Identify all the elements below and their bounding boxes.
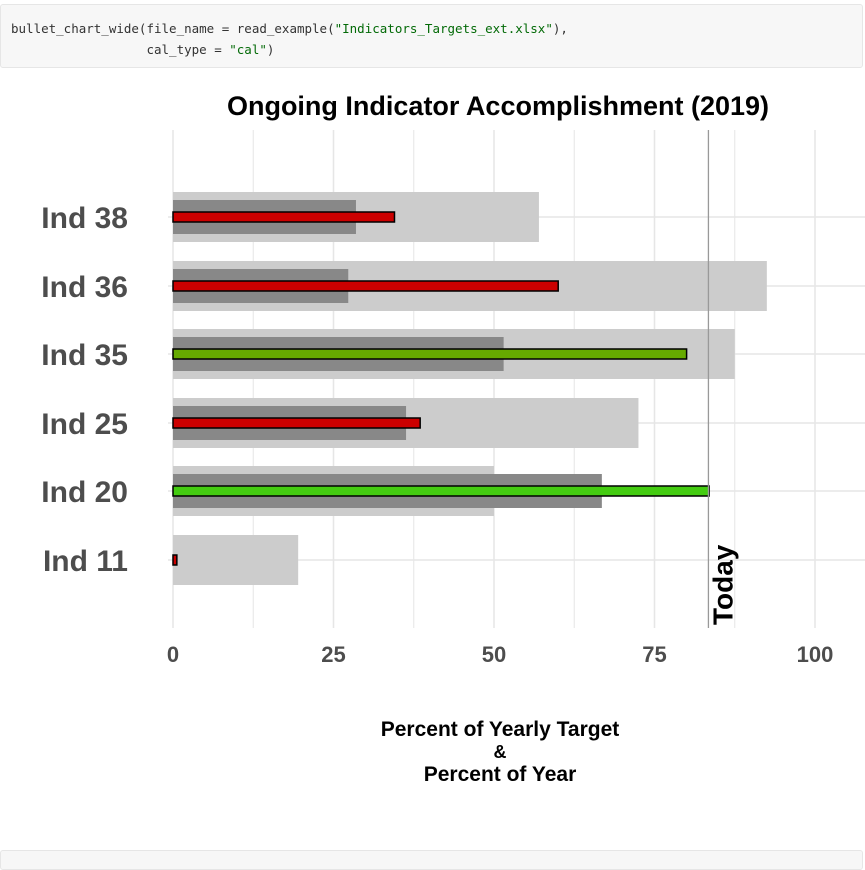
today-label: Today (707, 544, 738, 625)
code-text: cal_type = (11, 42, 230, 57)
x-axis-label: & (494, 742, 507, 762)
x-tick-label: 50 (482, 642, 506, 667)
code-line-2: cal_type = "cal") (11, 42, 274, 57)
code-text: bullet_chart_wide(file_name = read_examp… (11, 21, 335, 36)
chart-title: Ongoing Indicator Accomplishment (2019) (227, 91, 769, 121)
actual-bar (172, 554, 178, 566)
x-tick-label: 0 (167, 642, 179, 667)
actual-bar (172, 485, 710, 497)
category-label: Ind 25 (41, 408, 128, 441)
actual-bar (172, 348, 688, 360)
target-bar (173, 535, 299, 585)
next-cell[interactable] (0, 850, 863, 870)
actual-bar (172, 417, 421, 429)
code-string: "Indicators_Targets_ext.xlsx" (334, 21, 553, 36)
category-label: Ind 38 (41, 202, 128, 235)
bullet-chart: Ind 38 Ind 36 Ind 35 Ind 25 Ind 20 Ind 11 Toda… (41, 91, 865, 786)
actual-bar (172, 280, 559, 292)
actual-bar (172, 211, 396, 223)
category-label: Ind 11 (43, 545, 128, 578)
x-tick-label: 25 (321, 642, 345, 667)
code-cell[interactable]: bullet_chart_wide(file_name = read_examp… (0, 4, 863, 68)
category-label: Ind 36 (41, 271, 128, 304)
code-string: "cal" (229, 42, 267, 57)
category-label: Ind 35 (41, 339, 128, 372)
code-text: ) (266, 42, 275, 57)
code-text: ), (552, 21, 568, 36)
x-tick-label: 100 (797, 642, 834, 667)
x-axis-label: Percent of Yearly Target (381, 718, 620, 741)
code-line-1: bullet_chart_wide(file_name = read_examp… (11, 21, 568, 36)
x-tick-label: 75 (642, 642, 666, 667)
x-axis-label: Percent of Year (424, 763, 577, 786)
category-label: Ind 20 (41, 476, 128, 509)
